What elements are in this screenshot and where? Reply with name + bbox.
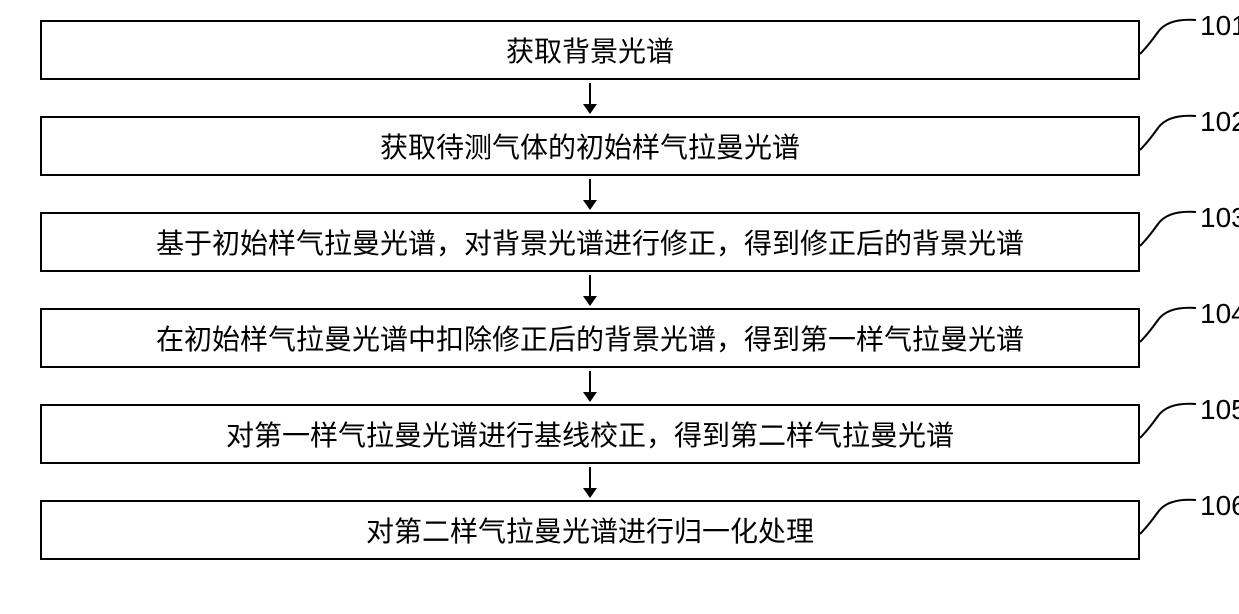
step-label-104: 104 bbox=[1200, 298, 1239, 330]
step-label-106: 106 bbox=[1200, 490, 1239, 522]
flow-node-text: 获取待测气体的初始样气拉曼光谱 bbox=[380, 126, 800, 166]
flow-arrow bbox=[40, 272, 1140, 308]
flow-arrow bbox=[40, 80, 1140, 116]
flow-node-105: 对第一样气拉曼光谱进行基线校正，得到第二样气拉曼光谱 bbox=[40, 404, 1140, 464]
step-label-102: 102 bbox=[1200, 106, 1239, 138]
flow-node-106: 对第二样气拉曼光谱进行归一化处理 bbox=[40, 500, 1140, 560]
flow-node-text: 获取背景光谱 bbox=[506, 30, 674, 70]
connector-102 bbox=[1138, 110, 1198, 154]
connector-104 bbox=[1138, 302, 1198, 346]
connector-105 bbox=[1138, 398, 1198, 442]
flowchart-container: 获取背景光谱获取待测气体的初始样气拉曼光谱基于初始样气拉曼光谱，对背景光谱进行修… bbox=[40, 20, 1140, 560]
connector-101 bbox=[1138, 14, 1198, 58]
flow-node-text: 基于初始样气拉曼光谱，对背景光谱进行修正，得到修正后的背景光谱 bbox=[156, 222, 1024, 262]
flow-node-text: 对第二样气拉曼光谱进行归一化处理 bbox=[366, 510, 814, 550]
step-label-103: 103 bbox=[1200, 202, 1239, 234]
step-label-101: 101 bbox=[1200, 10, 1239, 42]
flow-arrow bbox=[40, 176, 1140, 212]
flow-arrow bbox=[40, 368, 1140, 404]
flow-node-101: 获取背景光谱 bbox=[40, 20, 1140, 80]
flow-arrow bbox=[40, 464, 1140, 500]
flow-node-103: 基于初始样气拉曼光谱，对背景光谱进行修正，得到修正后的背景光谱 bbox=[40, 212, 1140, 272]
flow-node-104: 在初始样气拉曼光谱中扣除修正后的背景光谱，得到第一样气拉曼光谱 bbox=[40, 308, 1140, 368]
flow-node-text: 在初始样气拉曼光谱中扣除修正后的背景光谱，得到第一样气拉曼光谱 bbox=[156, 318, 1024, 358]
connector-103 bbox=[1138, 206, 1198, 250]
connector-106 bbox=[1138, 494, 1198, 538]
step-label-105: 105 bbox=[1200, 394, 1239, 426]
flow-node-text: 对第一样气拉曼光谱进行基线校正，得到第二样气拉曼光谱 bbox=[226, 414, 954, 454]
flow-node-102: 获取待测气体的初始样气拉曼光谱 bbox=[40, 116, 1140, 176]
